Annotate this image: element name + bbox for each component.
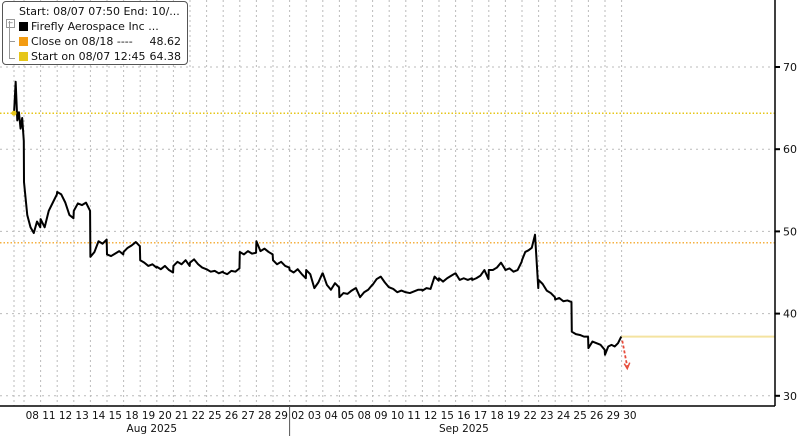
tree-line xyxy=(9,21,16,59)
reference-lines xyxy=(0,112,775,338)
x-tick-label: 24 xyxy=(557,410,571,422)
x-tick-label: 09 xyxy=(374,410,387,422)
x-tick-label: 22 xyxy=(524,410,537,422)
x-tick-label: 27 xyxy=(241,410,254,422)
y-tick-label: 40 xyxy=(783,308,797,321)
y-tick-label: 60 xyxy=(783,143,797,156)
x-tick-label: 15 xyxy=(441,410,454,422)
x-tick-label: 28 xyxy=(258,410,271,422)
x-tick-label: 02 xyxy=(291,410,304,422)
y-tick-label: 30 xyxy=(783,390,797,403)
legend-label: Start on 08/07 12:45 xyxy=(31,50,146,63)
x-tick-label: 17 xyxy=(474,410,487,422)
x-tick-label: 15 xyxy=(109,410,122,422)
legend-value: 48.62 xyxy=(149,35,182,48)
x-tick-label: 04 xyxy=(324,410,338,422)
month-label: Aug 2025 xyxy=(127,423,178,435)
x-tick-label: 29 xyxy=(607,410,620,422)
arrow-down-icon xyxy=(621,340,629,367)
month-label: Sep 2025 xyxy=(439,423,489,435)
x-tick-label: 13 xyxy=(75,410,88,422)
x-tick-label: 18 xyxy=(490,410,503,422)
tree-branch xyxy=(9,58,15,59)
legend-item-security[interactable]: Firefly Aerospace Inc ... xyxy=(19,19,187,34)
swatch-icon xyxy=(19,22,28,31)
x-tick-label: 19 xyxy=(142,410,155,422)
legend-item-close[interactable]: Close on 08/18 ---- 48.62 xyxy=(19,34,187,49)
x-tick-label: 26 xyxy=(590,410,604,422)
x-tick-label: 25 xyxy=(573,410,586,422)
legend-item-start[interactable]: Start on 08/07 12:45 64.38 xyxy=(19,49,187,64)
x-tick-label: 30 xyxy=(623,410,636,422)
x-tick-label: 20 xyxy=(158,410,171,422)
collapse-icon[interactable]: − xyxy=(6,19,15,28)
legend-header: Start: 08/07 07:50 End: 10/... xyxy=(19,5,180,18)
x-tick-label: 12 xyxy=(59,410,72,422)
y-tick-label: 50 xyxy=(783,225,797,238)
x-tick-label: 14 xyxy=(92,410,106,422)
x-tick-label: 11 xyxy=(42,410,55,422)
swatch-icon xyxy=(19,37,28,46)
x-tick-label: 22 xyxy=(192,410,205,422)
x-tick-label: 21 xyxy=(175,410,188,422)
x-tick-label: 25 xyxy=(208,410,221,422)
legend[interactable]: Start: 08/07 07:50 End: 10/... − Firefly… xyxy=(2,1,188,65)
x-tick-label: 10 xyxy=(391,410,404,422)
arrow-head-icon xyxy=(623,362,631,371)
x-tick-label: 16 xyxy=(457,410,471,422)
x-tick-label: 26 xyxy=(225,410,239,422)
price-line xyxy=(13,80,623,356)
legend-value: 64.38 xyxy=(149,50,182,63)
x-tick-label: 29 xyxy=(275,410,288,422)
series-layer xyxy=(11,80,631,371)
x-tick-label: 08 xyxy=(358,410,371,422)
start-marker xyxy=(11,110,17,116)
x-tick-label: 19 xyxy=(507,410,520,422)
x-tick-label: 05 xyxy=(341,410,354,422)
x-tick-label: 18 xyxy=(125,410,138,422)
y-tick-label: 70 xyxy=(783,61,797,74)
tree-branch xyxy=(9,41,15,42)
legend-label: Close on 08/18 ---- xyxy=(31,35,133,48)
x-tick-label: 23 xyxy=(540,410,553,422)
x-tick-label: 03 xyxy=(308,410,321,422)
x-tick-label: 11 xyxy=(407,410,420,422)
swatch-icon xyxy=(19,52,28,61)
x-tick-label: 12 xyxy=(424,410,437,422)
x-tick-label: 08 xyxy=(26,410,39,422)
legend-label: Firefly Aerospace Inc ... xyxy=(31,20,159,33)
